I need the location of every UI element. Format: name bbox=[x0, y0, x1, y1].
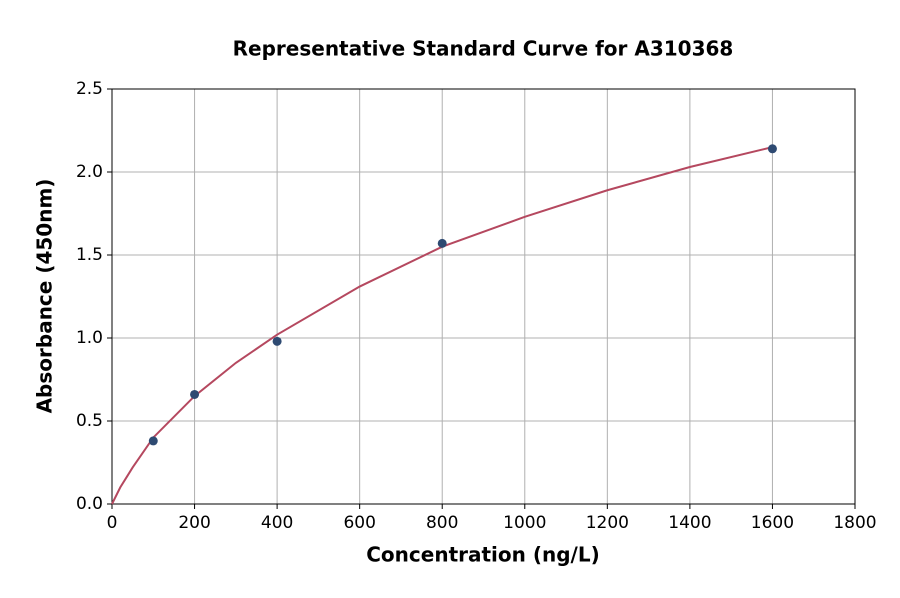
y-tick-label: 2.5 bbox=[76, 79, 103, 99]
fit-curve bbox=[111, 146, 773, 505]
x-tick-label: 200 bbox=[178, 513, 210, 533]
data-point bbox=[190, 389, 200, 399]
x-tick-label: 1800 bbox=[833, 513, 876, 533]
x-axis-label: Concentration (ng/L) bbox=[366, 543, 599, 567]
data-point bbox=[272, 336, 282, 346]
y-tick-label: 1.5 bbox=[76, 245, 103, 265]
data-point bbox=[767, 144, 777, 154]
x-tick-label: 1400 bbox=[668, 513, 711, 533]
chart-title: Representative Standard Curve for A31036… bbox=[233, 37, 734, 61]
x-tick-label: 600 bbox=[343, 513, 375, 533]
y-tick-label: 0.5 bbox=[76, 411, 103, 431]
x-tick-label: 400 bbox=[261, 513, 293, 533]
data-point bbox=[437, 238, 447, 248]
x-tick-label: 1000 bbox=[503, 513, 546, 533]
x-tick-label: 0 bbox=[107, 513, 118, 533]
y-tick-label: 2.0 bbox=[76, 162, 103, 182]
x-tick-label: 800 bbox=[426, 513, 458, 533]
x-tick-label: 1200 bbox=[586, 513, 629, 533]
y-tick-label: 0.0 bbox=[76, 494, 103, 514]
data-point bbox=[148, 436, 158, 446]
y-axis-label: Absorbance (450nm) bbox=[33, 179, 57, 414]
x-tick-label: 1600 bbox=[751, 513, 794, 533]
plot-frame bbox=[111, 88, 856, 505]
y-tick-label: 1.0 bbox=[76, 328, 103, 348]
